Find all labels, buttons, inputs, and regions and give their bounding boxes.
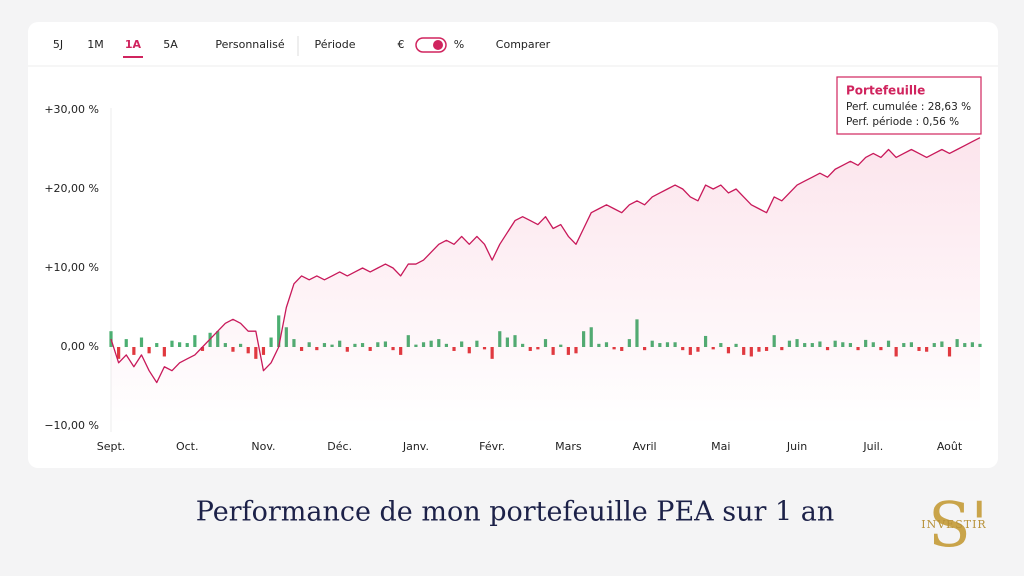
bar bbox=[117, 347, 121, 359]
x-tick-label: Nov. bbox=[251, 440, 275, 453]
caption: Performance de mon portefeuille PEA sur … bbox=[196, 497, 834, 528]
tab[interactable]: 5A bbox=[163, 38, 178, 51]
plot bbox=[109, 137, 982, 426]
bar bbox=[269, 337, 273, 347]
compare-button[interactable]: Comparer bbox=[496, 38, 551, 51]
bar bbox=[162, 347, 166, 357]
tooltip-title: Portefeuille bbox=[846, 84, 925, 98]
tooltip-line: Perf. période : 0,56 % bbox=[846, 116, 959, 128]
y-tick-label: +30,00 % bbox=[44, 103, 99, 116]
y-tick-label: +20,00 % bbox=[44, 182, 99, 195]
bar bbox=[170, 340, 174, 347]
line-area bbox=[111, 137, 980, 426]
bar bbox=[193, 335, 197, 347]
y-tick-label: +10,00 % bbox=[44, 261, 99, 274]
x-tick-label: Mars bbox=[555, 440, 582, 453]
toggle-left-label: € bbox=[398, 38, 405, 51]
toggle-knob bbox=[433, 40, 443, 50]
x-tick-label: Févr. bbox=[479, 440, 505, 453]
tab[interactable]: 1M bbox=[87, 38, 104, 51]
tab-underline bbox=[123, 56, 143, 58]
x-tick-label: Janv. bbox=[402, 440, 429, 453]
x-tick-label: Sept. bbox=[97, 440, 126, 453]
period-button[interactable]: Période bbox=[314, 38, 355, 51]
bar bbox=[178, 342, 182, 347]
bar bbox=[261, 347, 266, 355]
logo-mark: S' bbox=[928, 488, 988, 561]
bar bbox=[147, 347, 151, 354]
tab[interactable]: 5J bbox=[53, 38, 63, 51]
x-tick-label: Mai bbox=[711, 440, 730, 453]
tab[interactable]: 1A bbox=[125, 38, 142, 51]
toggle-right-label: % bbox=[454, 38, 464, 51]
tooltip bbox=[836, 76, 982, 135]
y-tick-label: −10,00 % bbox=[44, 419, 99, 432]
x-tick-label: Juin bbox=[786, 440, 807, 453]
bar bbox=[185, 343, 189, 347]
bar bbox=[132, 347, 136, 355]
x-tick-label: Août bbox=[937, 440, 963, 453]
bar bbox=[277, 315, 281, 347]
custom-button[interactable]: Personnalisé bbox=[215, 38, 285, 51]
x-tick-label: Juil. bbox=[862, 440, 883, 453]
bar bbox=[139, 337, 144, 347]
tooltip-line: Perf. cumulée : 28,63 % bbox=[846, 101, 971, 113]
bar bbox=[124, 339, 128, 347]
y-tick-label: 0,00 % bbox=[61, 340, 99, 353]
x-tick-label: Déc. bbox=[327, 440, 352, 453]
logo-text: INVESTIR bbox=[921, 518, 986, 531]
x-tick-label: Oct. bbox=[176, 440, 199, 453]
bar bbox=[155, 343, 159, 347]
x-tick-label: Avril bbox=[633, 440, 657, 453]
line bbox=[110, 137, 981, 384]
